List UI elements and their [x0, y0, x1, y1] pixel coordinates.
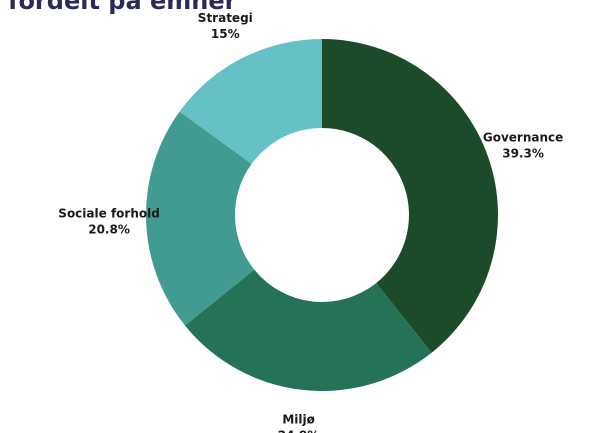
slice-governance [322, 39, 499, 353]
slice-sociale-forhold [145, 111, 255, 326]
slice-value-strategi: 15% [211, 27, 240, 41]
slice-strategi [179, 39, 322, 164]
labels-group: Governance 39.3% Miljø 24.9% Sociale forhold… [58, 11, 563, 433]
slice-label-sociale-forhold: Sociale forhold [58, 206, 160, 220]
chart-title: fordelt på emner [8, 0, 237, 15]
slice-miljo [184, 269, 432, 392]
slice-label-governance: Governance [483, 131, 563, 145]
slice-label-miljo: Miljø [282, 413, 315, 427]
slices-group [145, 39, 499, 392]
slice-value-sociale-forhold: 20.8% [88, 222, 130, 236]
slice-value-governance: 39.3% [502, 147, 544, 161]
slice-value-miljo: 24.9% [278, 429, 320, 433]
slice-label-strategi: Strategi [198, 11, 253, 25]
